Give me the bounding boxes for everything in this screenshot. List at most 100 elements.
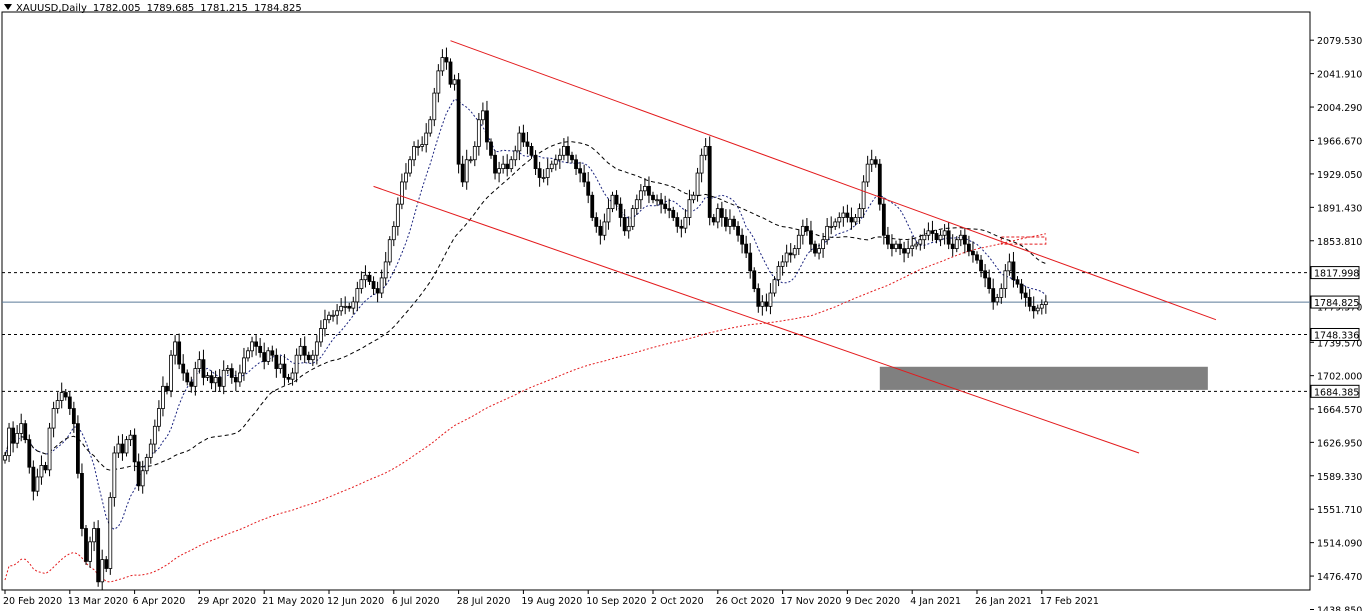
candle-body <box>225 368 230 371</box>
candle-body <box>877 163 882 205</box>
candle-body <box>553 159 558 165</box>
candle-body <box>1019 283 1024 294</box>
candle-body <box>938 234 943 241</box>
current-price-tag-box <box>1310 295 1360 309</box>
candle-body <box>246 350 250 359</box>
candle-body <box>152 425 157 445</box>
candle-body <box>395 203 400 227</box>
candle-body <box>655 199 659 202</box>
candle-body <box>161 385 165 409</box>
candle-body <box>545 168 550 178</box>
candle-body <box>290 372 295 380</box>
candle-body <box>472 146 477 161</box>
candle-body <box>262 352 267 362</box>
candle-body <box>910 245 915 249</box>
candle-body <box>476 119 481 147</box>
candle-body <box>954 239 959 249</box>
y-tick-label: 1966.670 <box>1317 136 1362 147</box>
candle-body <box>39 465 44 478</box>
candle-body <box>282 363 287 378</box>
candle-body <box>347 305 352 309</box>
support-zone <box>879 366 1208 390</box>
candle-body <box>23 423 28 441</box>
y-tick-label: 1929.050 <box>1317 170 1362 181</box>
y-tick-label: 1664.570 <box>1317 405 1362 416</box>
x-tick-label: 17 Feb 2021 <box>1040 596 1099 607</box>
candle-body <box>906 248 911 254</box>
candle-body <box>120 443 125 454</box>
candle-body <box>88 541 92 562</box>
candle-body <box>707 146 712 218</box>
x-tick-label: 12 Jun 2020 <box>327 596 384 607</box>
candle-body <box>853 217 858 223</box>
candle-body <box>606 208 611 223</box>
candle-body <box>517 132 522 152</box>
candle-body <box>302 345 307 356</box>
candle-body <box>622 217 627 232</box>
candle-body <box>242 357 246 374</box>
candle-body <box>756 288 761 307</box>
low-value: 1781.215 <box>200 3 249 14</box>
moving-average-1 <box>4 98 1047 531</box>
candle-body <box>148 443 153 458</box>
candle-body <box>100 559 105 583</box>
candle-body <box>825 225 830 241</box>
candle-body <box>19 423 24 434</box>
channel-lower-line[interactable] <box>373 185 1140 454</box>
candle-body <box>598 225 603 236</box>
candle-body <box>768 292 773 307</box>
candle-body <box>408 159 412 174</box>
candle-body <box>124 439 129 454</box>
candle-body <box>1031 305 1036 312</box>
candle-body <box>205 375 210 378</box>
y-tick-label: 1514.090 <box>1317 539 1362 550</box>
candle-body <box>128 434 133 441</box>
candle-body <box>35 476 40 492</box>
candle-body <box>817 248 821 254</box>
candle-body <box>562 146 566 156</box>
candle-body <box>946 230 951 245</box>
candle-body <box>594 217 599 227</box>
level-price-tag: 1748.336 <box>1314 330 1359 341</box>
candle-body <box>229 368 234 378</box>
candle-body <box>464 159 469 183</box>
candle-body <box>869 159 874 165</box>
candle-body <box>1011 261 1016 281</box>
candle-body <box>375 288 380 294</box>
candle-body <box>829 225 834 228</box>
candle-body <box>314 341 319 356</box>
candle-body <box>902 248 906 254</box>
channel-upper-line[interactable] <box>450 40 1217 321</box>
candle-body <box>84 528 88 562</box>
candle-body <box>890 243 894 249</box>
candle-body <box>724 217 728 227</box>
candle-body <box>391 225 396 241</box>
candle-body <box>979 259 983 272</box>
candle-body <box>525 141 530 147</box>
resistance-box <box>1000 236 1047 245</box>
candle-body <box>659 199 663 205</box>
triangle-down-icon[interactable] <box>4 4 12 10</box>
y-tick-label: 2079.530 <box>1317 36 1362 47</box>
candle-body <box>962 234 967 245</box>
candle-body <box>586 181 591 196</box>
candle-body <box>537 168 542 178</box>
candle-body <box>485 110 489 143</box>
candle-body <box>760 301 765 307</box>
candle-body <box>796 234 801 249</box>
candle-body <box>233 377 238 383</box>
candle-body <box>950 243 955 249</box>
candle-body <box>448 61 453 85</box>
candle-body <box>857 208 862 218</box>
candle-body <box>865 163 870 183</box>
candle-body <box>614 194 619 205</box>
candle-body <box>788 252 793 256</box>
candle-body <box>513 150 518 161</box>
candle-body <box>460 163 465 183</box>
candle-body <box>351 301 356 309</box>
candle-body <box>679 225 684 229</box>
candle-body <box>140 470 145 487</box>
x-tick-label: 26 Jan 2021 <box>975 596 1032 607</box>
